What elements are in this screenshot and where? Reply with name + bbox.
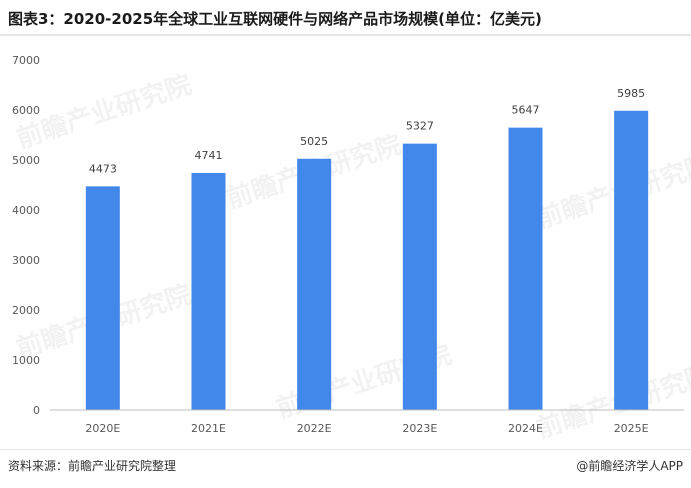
watermark-text: 前瞻产业研究院 — [533, 359, 691, 445]
y-tick-label: 0 — [33, 404, 40, 417]
chart-title: 图表3：2020-2025年全球工业互联网硬件与网络产品市场规模(单位：亿美元) — [8, 10, 542, 28]
y-tick-label: 1000 — [12, 354, 40, 367]
bar-2020E — [85, 186, 120, 410]
bar-2024E — [508, 127, 543, 411]
title-divider — [0, 34, 691, 36]
y-tick-label: 3000 — [12, 254, 40, 267]
footer-divider — [0, 449, 691, 450]
bar-2021E — [191, 172, 226, 410]
data-label: 4473 — [89, 162, 117, 175]
x-tick-label: 2021E — [191, 422, 226, 435]
data-label: 5647 — [512, 104, 540, 117]
x-tick-label: 2023E — [402, 422, 437, 435]
source-note: 资料来源：前瞻产业研究院整理 — [8, 459, 177, 473]
bar-2022E — [297, 158, 332, 410]
data-label: 5985 — [617, 87, 645, 100]
x-tick-label: 2020E — [85, 422, 120, 435]
bar-2025E — [614, 110, 649, 410]
y-tick-label: 7000 — [12, 54, 40, 67]
y-tick-label: 5000 — [12, 154, 40, 167]
bar-2023E — [402, 143, 437, 410]
y-axis: 0 1000 2000 3000 4000 5000 6000 7000 — [12, 54, 40, 417]
data-label: 5025 — [300, 135, 328, 148]
x-tick-label: 2022E — [297, 422, 332, 435]
x-axis: 2020E 2021E 2022E 2023E 2024E 2025E — [50, 409, 684, 435]
y-tick-label: 6000 — [12, 104, 40, 117]
bars-layer: 4473 4741 5025 5327 5647 5985 — [85, 87, 649, 411]
watermark-text: 前瞻产业研究院 — [533, 149, 691, 235]
y-tick-label: 4000 — [12, 204, 40, 217]
x-tick-label: 2024E — [508, 422, 543, 435]
y-tick-label: 2000 — [12, 304, 40, 317]
credit-note: @前瞻经济学人APP — [576, 459, 683, 473]
data-label: 5327 — [406, 120, 434, 133]
x-tick-label: 2025E — [614, 422, 649, 435]
bar-chart: 前瞻产业研究院前瞻产业研究院前瞻产业研究院前瞻产业研究院前瞻产业研究院前瞻产业研… — [12, 54, 691, 445]
data-label: 4741 — [195, 149, 223, 162]
